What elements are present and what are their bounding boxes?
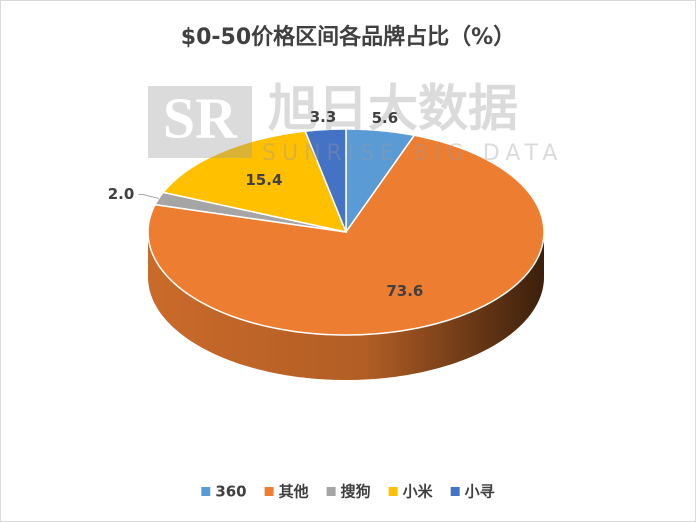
watermark-title: 旭日大数据 bbox=[268, 80, 518, 138]
watermark: SR 旭日大数据 SUNRISE BIG DATA bbox=[148, 80, 563, 166]
watermark-logo-letters: SR bbox=[163, 85, 238, 150]
legend-label: 小米 bbox=[403, 483, 434, 501]
watermark-logo bbox=[148, 86, 252, 158]
pie bbox=[147, 128, 545, 380]
watermark-subtitle: SUNRISE BIG DATA bbox=[262, 141, 563, 166]
legend-swatch bbox=[326, 487, 336, 496]
data-label: 15.4 bbox=[245, 171, 282, 189]
data-label: 3.3 bbox=[310, 108, 337, 126]
slice-side-shade bbox=[148, 232, 544, 380]
legend-label: 其他 bbox=[279, 483, 309, 501]
legend-label: 小寻 bbox=[465, 483, 495, 501]
data-label: 5.6 bbox=[372, 109, 399, 127]
data-labels: 5.6 73.6 2.0 15.4 3.3 bbox=[108, 108, 424, 300]
legend-swatch bbox=[264, 487, 274, 496]
slice bbox=[161, 130, 348, 234]
chart-title: $0-50价格区间各品牌占比（%） bbox=[181, 24, 515, 50]
legend-label: 360 bbox=[215, 483, 246, 501]
data-label: 2.0 bbox=[108, 185, 135, 203]
legend-swatch bbox=[450, 487, 460, 496]
legend-swatch bbox=[201, 487, 211, 496]
data-label: 73.6 bbox=[386, 282, 423, 300]
legend-label: 搜狗 bbox=[341, 483, 371, 501]
slice bbox=[304, 128, 347, 233]
slice bbox=[147, 134, 545, 336]
slice bbox=[345, 128, 416, 235]
legend-swatch bbox=[388, 487, 398, 496]
legend: 360 其他 搜狗 小米 小寻 bbox=[201, 483, 495, 501]
leader-line bbox=[138, 193, 159, 199]
